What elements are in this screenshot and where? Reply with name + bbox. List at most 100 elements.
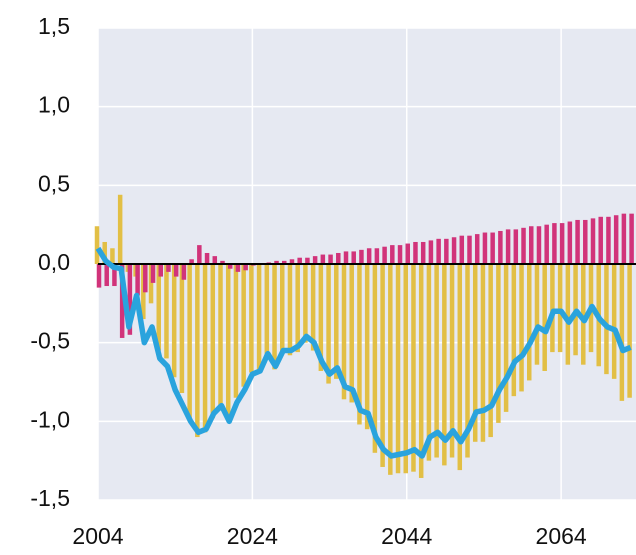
bar <box>280 264 285 354</box>
bar <box>459 235 465 264</box>
bar <box>166 264 171 272</box>
bar <box>179 264 185 394</box>
bar <box>241 264 246 387</box>
bar <box>482 232 488 264</box>
y-tick-label: 1,0 <box>38 92 70 118</box>
bar <box>318 264 324 371</box>
bar <box>511 264 517 397</box>
bar <box>550 264 555 353</box>
bar <box>613 215 619 264</box>
bar <box>349 264 354 403</box>
bar <box>312 256 318 264</box>
bar <box>496 264 501 423</box>
bar <box>187 264 192 422</box>
bar <box>403 264 409 474</box>
bar <box>534 264 540 365</box>
bar <box>164 264 169 359</box>
bar <box>527 264 532 381</box>
bar <box>117 194 123 264</box>
bar <box>364 264 370 430</box>
bar <box>621 213 627 264</box>
bar <box>328 254 333 264</box>
bar <box>418 264 424 478</box>
bar <box>565 264 571 365</box>
bar <box>225 264 231 419</box>
bar <box>320 254 326 264</box>
bar <box>590 218 596 264</box>
bar <box>451 237 457 264</box>
bar <box>372 264 378 453</box>
bar <box>380 264 385 467</box>
bar <box>127 264 133 335</box>
y-tick-label: 0,0 <box>38 249 70 275</box>
bar <box>197 245 202 264</box>
x-tick-label: 2064 <box>536 523 587 549</box>
bar <box>575 219 580 264</box>
bar <box>426 264 432 461</box>
bar <box>513 229 519 264</box>
bar <box>405 243 411 264</box>
bar <box>557 264 563 353</box>
bar <box>395 264 401 474</box>
bar <box>559 223 565 264</box>
bar <box>287 264 293 356</box>
bar <box>310 264 316 351</box>
bar <box>390 245 395 264</box>
bar <box>449 264 455 458</box>
bar <box>351 251 356 264</box>
bar <box>411 264 416 472</box>
bar <box>598 216 603 264</box>
bar <box>295 264 300 353</box>
bar <box>235 264 241 272</box>
bar <box>629 213 634 264</box>
bar <box>96 264 102 288</box>
bar <box>102 241 107 264</box>
bar <box>282 260 287 264</box>
bar <box>382 246 387 264</box>
bar <box>189 259 194 264</box>
bar <box>94 226 100 264</box>
bar <box>488 264 493 438</box>
y-tick-label: -1,5 <box>30 485 70 511</box>
bar <box>181 264 187 280</box>
bar <box>567 221 573 264</box>
bar <box>503 264 509 412</box>
bar <box>521 227 526 264</box>
y-tick-label: 1,5 <box>38 13 70 39</box>
bar <box>210 264 216 419</box>
bar <box>583 219 588 264</box>
bar <box>359 249 364 264</box>
bar <box>434 264 439 458</box>
bar <box>256 264 262 371</box>
bar <box>472 264 478 442</box>
bar <box>519 264 524 392</box>
x-tick-label: 2044 <box>381 523 432 549</box>
bar <box>264 264 270 356</box>
bar <box>436 238 441 264</box>
bar <box>119 264 125 338</box>
bar <box>334 264 339 379</box>
bar <box>552 223 557 264</box>
bar <box>243 264 248 271</box>
bar <box>413 241 418 264</box>
bar <box>465 264 470 458</box>
bar <box>272 264 277 370</box>
bar <box>112 264 117 287</box>
y-tick-label: -0,5 <box>30 328 70 354</box>
bar <box>341 264 347 400</box>
bar <box>303 264 308 343</box>
bar <box>212 256 218 264</box>
bar <box>326 264 331 384</box>
bar <box>606 216 611 264</box>
bar <box>397 245 403 264</box>
bar <box>227 264 233 269</box>
bar <box>366 248 372 264</box>
bar <box>135 264 140 296</box>
y-tick-label: 0,5 <box>38 170 70 196</box>
bar <box>110 248 115 264</box>
bar <box>490 232 495 264</box>
bar <box>420 241 426 264</box>
bar <box>195 264 200 438</box>
bar <box>505 229 511 264</box>
